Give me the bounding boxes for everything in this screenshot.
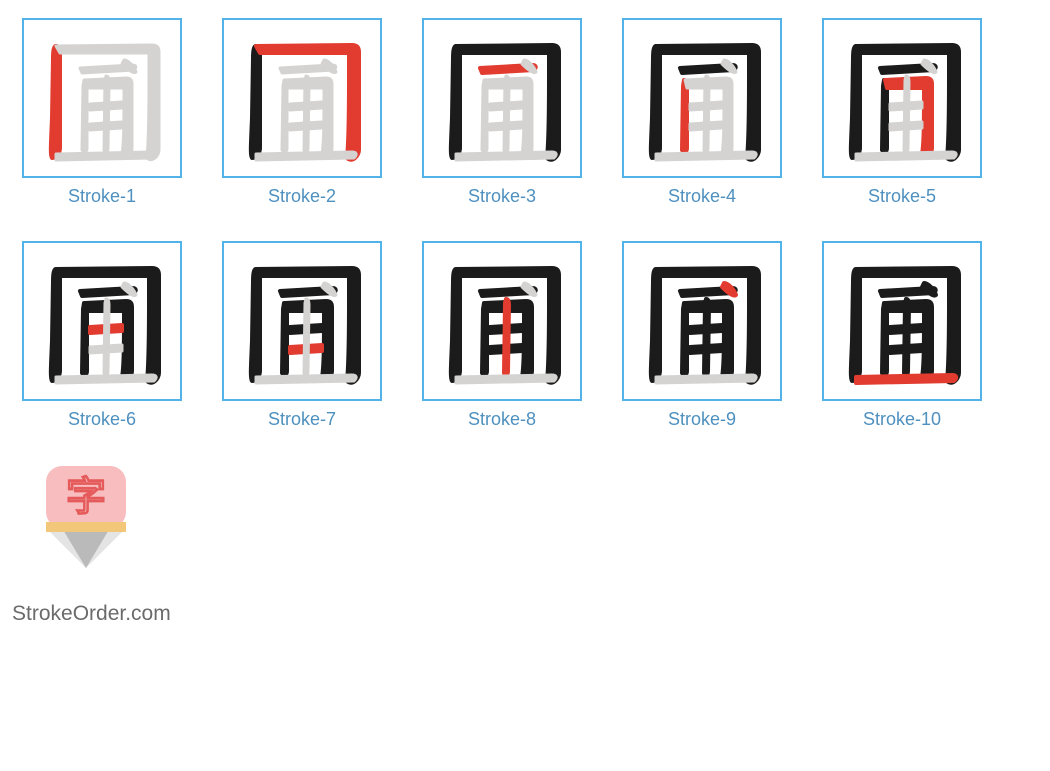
stroke-box bbox=[422, 18, 582, 178]
stroke-cell-4: Stroke-4 bbox=[622, 18, 782, 207]
stroke-label: Stroke-6 bbox=[68, 409, 136, 430]
stroke-box bbox=[222, 18, 382, 178]
stroke-box bbox=[622, 241, 782, 401]
stroke-box bbox=[822, 241, 982, 401]
stroke-label: Stroke-4 bbox=[668, 186, 736, 207]
stroke-cell-7: Stroke-7 bbox=[222, 241, 382, 430]
stroke-label: Stroke-7 bbox=[268, 409, 336, 430]
stroke-grid: Stroke-1 Stroke-2 Stroke-3 Stroke-4 Stroke-5… bbox=[22, 18, 1050, 430]
stroke-label: Stroke-5 bbox=[868, 186, 936, 207]
stroke-box bbox=[22, 241, 182, 401]
stroke-label: Stroke-3 bbox=[468, 186, 536, 207]
stroke-box bbox=[822, 18, 982, 178]
stroke-label: Stroke-2 bbox=[268, 186, 336, 207]
logo-char: 字 bbox=[66, 475, 106, 519]
stroke-cell-10: Stroke-10 bbox=[822, 241, 982, 430]
stroke-box bbox=[22, 18, 182, 178]
stroke-box bbox=[422, 241, 582, 401]
stroke-label: Stroke-10 bbox=[863, 409, 941, 430]
stroke-box bbox=[222, 241, 382, 401]
stroke-cell-3: Stroke-3 bbox=[422, 18, 582, 207]
stroke-label: Stroke-9 bbox=[668, 409, 736, 430]
stroke-cell-5: Stroke-5 bbox=[822, 18, 982, 207]
stroke-cell-6: Stroke-6 bbox=[22, 241, 182, 430]
stroke-label: Stroke-8 bbox=[468, 409, 536, 430]
site-logo: 字 bbox=[42, 464, 130, 574]
stroke-cell-8: Stroke-8 bbox=[422, 241, 582, 430]
watermark: StrokeOrder.com bbox=[12, 602, 1050, 626]
stroke-box bbox=[622, 18, 782, 178]
stroke-cell-9: Stroke-9 bbox=[622, 241, 782, 430]
stroke-label: Stroke-1 bbox=[68, 186, 136, 207]
stroke-cell-2: Stroke-2 bbox=[222, 18, 382, 207]
stroke-cell-1: Stroke-1 bbox=[22, 18, 182, 207]
